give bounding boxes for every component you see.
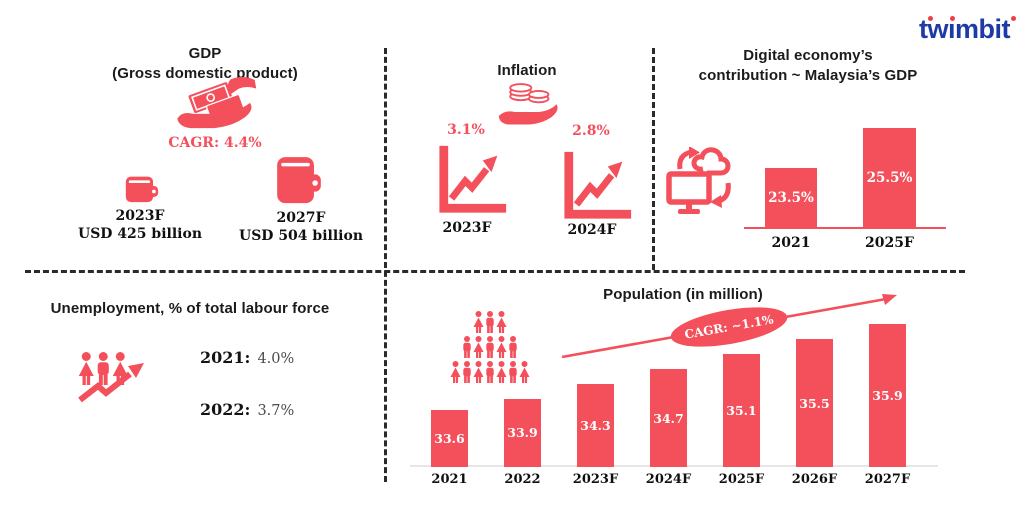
population-section-title: Population (in million) [603,286,763,303]
unemployment-year: 2021: [200,348,251,367]
gdp-title-line1: GDP [188,45,222,62]
population-year-label: 2024F [645,472,692,487]
rising-chart-icon [439,145,507,213]
unemployment-section-title: Unemployment, % of total labour force [50,300,330,317]
gdp-stat-year: 2027F [276,210,326,226]
digital-year-label: 2021 [771,235,811,251]
gdp-stat-value: USD 425 billion [77,225,202,242]
coins-on-hand-icon [498,83,558,125]
inflation-rate-2024: 2.8% [572,123,610,139]
inflation-year-label: 2023F [442,220,492,236]
gdp-cagr-label: CAGR: 4.4% [168,135,262,151]
wallet-icon [277,157,321,204]
twimbit-logo: twımbit [918,12,1016,46]
population-bar-value-label: 35.5 [799,395,830,411]
vertical-divider-right [652,48,655,270]
inflation-rate-2023: 3.1% [447,122,485,138]
monitor-cloud-sync-icon [666,147,731,214]
gdp-section-title: GDP (Gross domestic product) [55,44,355,83]
digital-title-line1: Digital economy’s [743,47,873,64]
population-year-label: 2023F [572,472,619,487]
digital-bar-value-label: 25.5% [866,170,913,186]
population-bar-2026: 35.5 [796,339,833,467]
logo-text-part: w [927,14,948,44]
digital-bar-2025: 25.5% [863,128,916,228]
unemployment-value: 4.0% [257,351,295,367]
population-bar-2025: 35.1 [723,354,760,467]
population-bar-2022: 33.9 [504,398,541,467]
horizontal-divider [25,270,965,273]
population-bar-2023: 34.3 [577,383,614,467]
logo-text-part: t [918,14,928,44]
inflation-section-title: Inflation [497,62,557,79]
population-bar-value-label: 35.1 [726,403,757,419]
logo-text-part: mbi [954,14,1002,44]
population-year-label: 2022 [504,472,541,487]
logo-dot-icon [1010,16,1016,21]
vertical-divider-left [384,48,387,482]
digital-year-label: 2025F [865,235,914,251]
gdp-title-line2: (Gross domestic product) [112,64,298,82]
population-year-label: 2027F [864,472,911,487]
population-bar-2024: 34.7 [650,369,687,467]
unemployment-year: 2022: [200,400,251,419]
unemployment-stat-2021: 2021: 4.0% [200,348,294,367]
population-year-label: 2025F [718,472,765,487]
population-bar-2027: 35.9 [869,324,906,467]
digital-section-title: Digital economy’s contribution ~ Malaysi… [658,46,958,85]
digital-chart-baseline [744,227,946,229]
population-bar-value-label: 34.7 [653,410,684,426]
rising-chart-icon [564,151,632,219]
gdp-stat-2027: 2027F USD 504 billion [226,210,376,245]
digital-title-line2: contribution ~ Malaysia’s GDP [698,66,918,84]
unemployment-stat-2022: 2022: 3.7% [200,400,294,419]
population-bar-value-label: 33.9 [507,425,538,441]
wallet-icon [125,176,159,203]
logo-dot-icon [927,16,933,21]
gdp-stat-2023: 2023F USD 425 billion [65,208,215,243]
population-year-label: 2026F [791,472,838,487]
population-year-label: 2021 [431,472,468,487]
population-bar-value-label: 35.9 [872,388,903,404]
gdp-stat-value: USD 504 billion [238,227,363,244]
people-trend-arrow-icon [78,352,144,403]
population-bar-2021: 33.6 [431,410,468,467]
gdp-stat-year: 2023F [115,208,165,224]
money-in-hand-icon [177,76,257,129]
logo-text-part: t [1001,14,1011,44]
digital-bar-value-label: 23.5% [768,190,814,206]
population-bar-value-label: 34.3 [580,417,611,433]
population-bar-value-label: 33.6 [434,431,465,447]
logo-dot-icon [949,16,955,21]
unemployment-value: 3.7% [257,403,295,419]
logo-text-part: ı [947,14,956,44]
digital-bar-2021: 23.5% [765,168,817,228]
inflation-year-label: 2024F [567,222,617,238]
